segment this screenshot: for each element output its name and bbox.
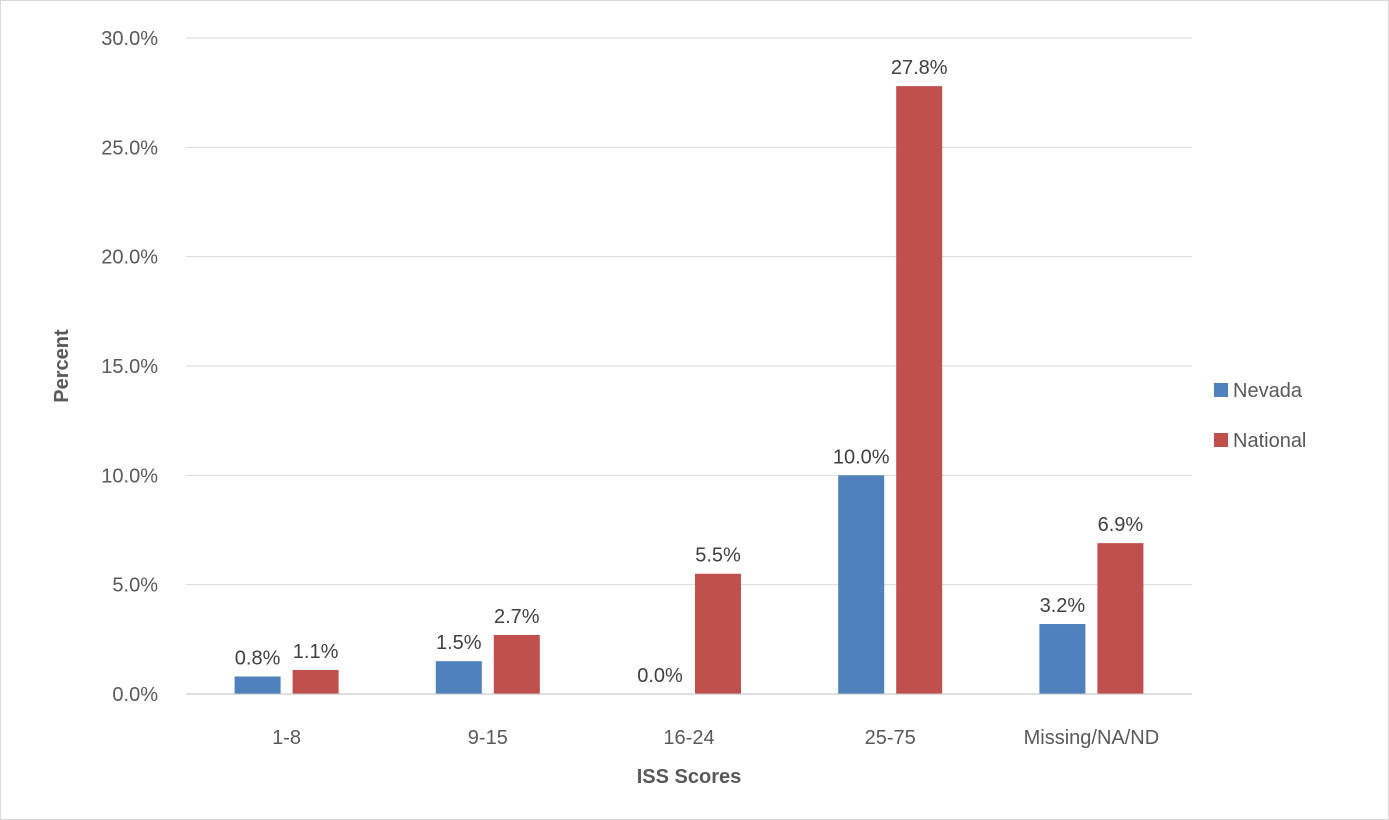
bar-nevada-4 <box>1039 624 1086 694</box>
bar-national-1 <box>493 634 540 694</box>
x-tick-label: 9-15 <box>468 727 508 749</box>
bar-national-0 <box>292 669 339 694</box>
y-tick-labels: 0.0% 5.0% 10.0% 15.0% 20.0% 25.0% 30.0% <box>101 28 158 706</box>
x-tick-label: 16-24 <box>663 727 714 749</box>
x-tick-label: 25-75 <box>865 727 916 749</box>
data-label-national-4: 6.9% <box>1098 514 1144 536</box>
y-tick-label: 30.0% <box>101 28 158 50</box>
y-tick-label: 20.0% <box>101 247 158 269</box>
gridlines <box>186 37 1192 586</box>
x-tick-label: 1-8 <box>272 727 301 749</box>
data-label-nevada-0: 0.8% <box>235 648 281 670</box>
data-label-national-0: 1.1% <box>293 641 339 663</box>
data-labels: 0.8% 1.1% 1.5% 2.7% 0.0% 5.5% 10.0% 27.8% 3.2% 6.… <box>235 57 1144 687</box>
bar-national-2 <box>695 573 741 694</box>
data-label-nevada-3: 10.0% <box>833 446 890 468</box>
legend-label-nevada: Nevada <box>1233 380 1303 402</box>
data-label-national-2: 5.5% <box>695 545 741 567</box>
data-label-national-1: 2.7% <box>494 606 540 628</box>
y-tick-label: 10.0% <box>101 465 158 487</box>
bar-nevada-0 <box>234 676 281 694</box>
bars <box>234 86 1144 694</box>
x-tick-labels: 1-8 9-15 16-24 25-75 Missing/NA/ND <box>272 727 1159 749</box>
y-tick-label: 5.0% <box>112 575 158 597</box>
bar-nevada-3 <box>838 475 885 694</box>
y-axis-title: Percent <box>51 329 73 403</box>
data-label-nevada-2: 0.0% <box>637 665 683 687</box>
data-label-nevada-1: 1.5% <box>436 632 482 654</box>
y-tick-label: 0.0% <box>112 684 158 706</box>
legend-swatch-nevada <box>1214 383 1228 397</box>
bar-nevada-1 <box>435 661 482 694</box>
y-tick-label: 15.0% <box>101 356 158 378</box>
x-axis-title: ISS Scores <box>637 766 742 788</box>
bar-national-4 <box>1097 543 1144 694</box>
legend: Nevada National <box>1214 380 1306 452</box>
legend-label-national: National <box>1233 430 1306 452</box>
x-tick-label: Missing/NA/ND <box>1024 727 1160 749</box>
legend-swatch-national <box>1214 433 1228 447</box>
data-label-nevada-4: 3.2% <box>1040 595 1086 617</box>
y-tick-label: 25.0% <box>101 137 158 159</box>
bar-national-3 <box>896 86 943 694</box>
data-label-national-3: 27.8% <box>891 57 948 79</box>
